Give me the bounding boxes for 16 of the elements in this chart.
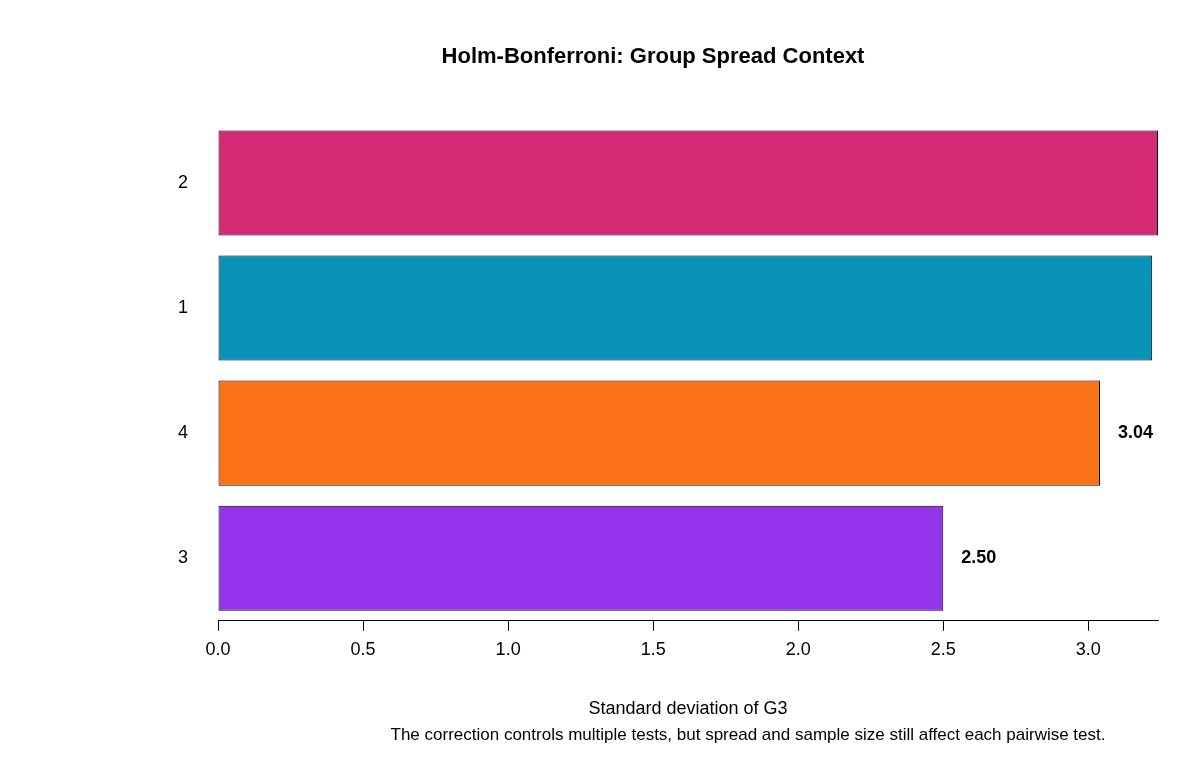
x-axis-title: Standard deviation of G3	[588, 698, 788, 719]
x-tick-label: 0.5	[350, 638, 376, 659]
x-tick-label: 2.5	[930, 638, 956, 659]
data-label: 2.50	[961, 547, 997, 568]
x-tick-label: 1.0	[495, 638, 521, 659]
y-tick-label: 2	[178, 171, 189, 192]
y-tick-label: 3	[178, 547, 189, 568]
y-tick-label: 4	[178, 422, 189, 443]
y-tick-label: 1	[178, 297, 189, 318]
x-tick-label: 2.0	[785, 638, 811, 659]
data-label: 3.04	[1117, 422, 1154, 443]
x-tick-label: 3.0	[1075, 638, 1101, 659]
chart-title: Holm-Bonferroni: Group Spread Context	[441, 43, 866, 69]
x-tick-label: 0.0	[205, 638, 231, 659]
text: The correction controls multiple tests, but spread and sample size still affect each pairwise test.	[390, 725, 1106, 745]
x-tick-label: 1.5	[640, 638, 666, 659]
